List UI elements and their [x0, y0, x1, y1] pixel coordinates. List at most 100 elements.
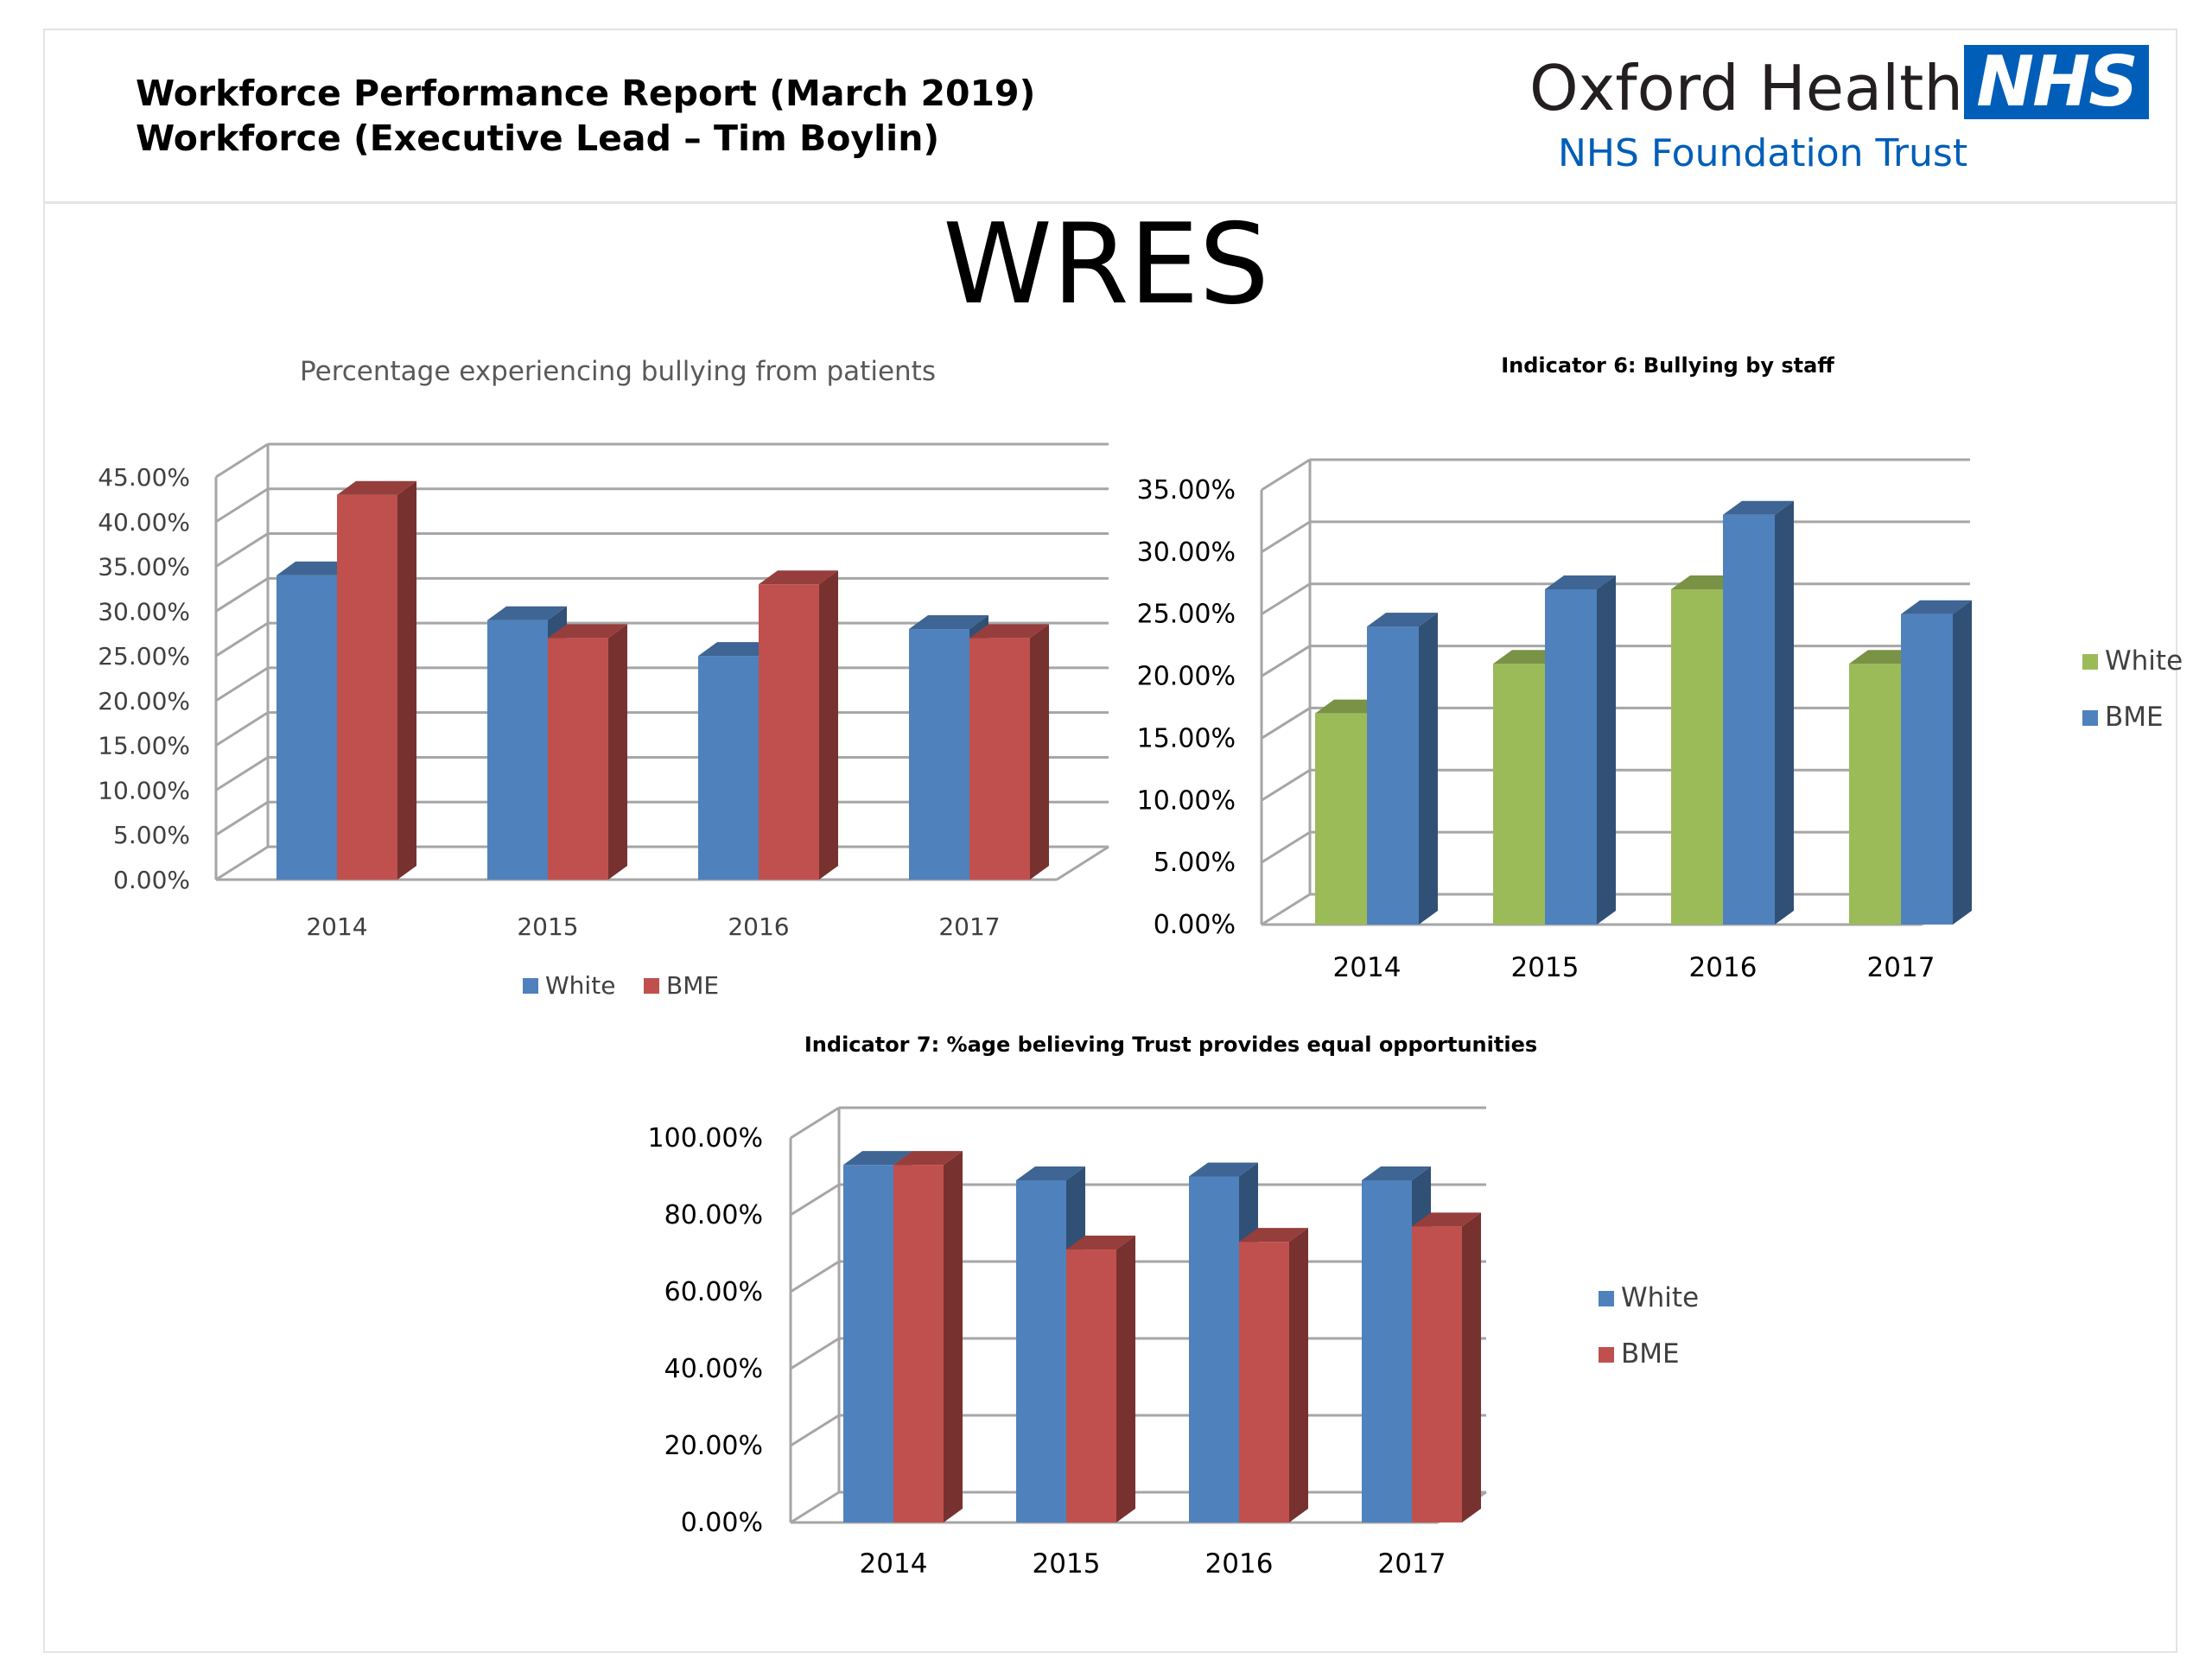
logo-org-name: Oxford Health [1529, 52, 1964, 124]
bar-front [698, 656, 759, 880]
report-title: Workforce Performance Report (March 2019… [136, 71, 1035, 161]
y-tick-label: 0.00% [1154, 910, 1236, 940]
bar-front [337, 494, 397, 880]
y-tick-label: 15.00% [98, 732, 190, 760]
bar-front [1066, 1249, 1116, 1522]
gridline-diagonal [215, 666, 269, 702]
logo-subtitle: NHS Foundation Trust [1558, 131, 1968, 175]
gridline-diagonal [790, 1183, 840, 1217]
bar-side [1116, 1236, 1135, 1522]
gridline-diagonal [215, 442, 269, 479]
bar-side [1597, 575, 1616, 925]
y-tick-label: 80.00% [664, 1200, 763, 1230]
gridline-diagonal [215, 577, 269, 613]
y-tick-label: 100.00% [648, 1123, 763, 1154]
chart-title: Indicator 7: %age believing Trust provid… [804, 1033, 1537, 1057]
gridline-diagonal [790, 1260, 840, 1294]
bar-top [1367, 613, 1438, 627]
report-title-line-1: Workforce Performance Report (March 2019… [136, 73, 1036, 114]
legend: White BME [1599, 1282, 1699, 1370]
chart-1: Percentage experiencing bullying from pa… [98, 356, 1109, 1000]
bar-front [1362, 1179, 1412, 1522]
bar-top [969, 624, 1049, 639]
legend-swatch-bme [2082, 710, 2098, 726]
legend-swatch-white [523, 978, 538, 994]
bar-bme-2016 [759, 570, 838, 880]
bar-front [548, 638, 608, 880]
x-tick-label: 2016 [728, 912, 789, 941]
floor-edge [790, 1491, 840, 1524]
bar-top [276, 561, 356, 575]
bar-side [1030, 624, 1049, 880]
bar-front [843, 1165, 893, 1522]
gridline-diagonal [1261, 769, 1311, 802]
legend-label-white: White [1621, 1282, 1699, 1313]
gridline-diagonal [215, 711, 269, 747]
legend: White BME [523, 971, 719, 1000]
bar-top [1412, 1212, 1481, 1227]
legend-label-bme: BME [666, 971, 719, 1000]
bar-top [1189, 1162, 1258, 1177]
gridline-diagonal [215, 487, 269, 524]
bar-top [893, 1151, 963, 1166]
bar-top [698, 642, 778, 657]
bar-bme-2015 [1066, 1236, 1135, 1522]
bar-top [909, 615, 988, 630]
bar-front [1849, 664, 1901, 925]
bar-front [893, 1165, 944, 1522]
chart-2: Indicator 6: Bullying by staff 0.00% 5.00%… [1137, 353, 2183, 983]
bar-front [1723, 514, 1775, 925]
bar-side [819, 570, 838, 880]
bar-front [1239, 1242, 1289, 1522]
y-tick-label: 35.00% [98, 553, 190, 582]
y-tick-label: 60.00% [664, 1277, 763, 1307]
gridline-diagonal [215, 621, 269, 658]
x-tick-label: 2017 [938, 912, 1000, 941]
bar-bme-2017 [969, 624, 1049, 880]
legend-label-bme: BME [1621, 1338, 1680, 1370]
bar-top [759, 570, 838, 585]
bar-front [1493, 664, 1545, 925]
bar-top [1066, 1236, 1135, 1250]
bar-front [1545, 588, 1597, 925]
bar-side [397, 480, 416, 880]
x-tick-label: 2015 [1511, 952, 1580, 983]
legend-swatch-white [1599, 1291, 1614, 1306]
y-tick-label: 0.00% [681, 1508, 763, 1538]
y-tick-label: 15.00% [1137, 723, 1236, 753]
y-tick-label: 5.00% [1154, 848, 1236, 878]
x-tick-label: 2014 [306, 912, 367, 941]
y-tick-label: 20.00% [1137, 662, 1236, 692]
bar-front [969, 638, 1030, 880]
y-tick-label: 30.00% [98, 597, 190, 626]
bar-top [1545, 575, 1616, 589]
y-tick-label: 40.00% [664, 1354, 763, 1384]
bar-front [759, 584, 819, 880]
bar-top [843, 1151, 912, 1166]
bar-front [1315, 713, 1367, 925]
bar-top [1016, 1166, 1085, 1180]
bar-front [276, 575, 337, 880]
bar-bme-2016 [1239, 1228, 1308, 1522]
y-tick-label: 20.00% [664, 1431, 763, 1461]
bar-bme-2015 [1545, 575, 1616, 925]
y-tick-label: 25.00% [98, 642, 190, 671]
bar-bme-2016 [1723, 500, 1794, 925]
legend-label-white: White [545, 971, 615, 1000]
bar-bme-2014 [337, 480, 416, 880]
bar-top [1901, 600, 1972, 614]
gridline-diagonal [790, 1414, 840, 1447]
page-frame [43, 29, 2177, 1653]
bar-front [1412, 1226, 1462, 1522]
gridline-diagonal [1261, 645, 1311, 677]
x-tick-label: 2014 [860, 1548, 928, 1580]
bar-front [909, 629, 969, 880]
x-tick-label: 2015 [1033, 1548, 1101, 1580]
y-tick-label: 40.00% [98, 508, 190, 537]
x-tick-label: 2017 [1378, 1548, 1446, 1580]
gridline-diagonal [1261, 707, 1311, 740]
bar-front [1016, 1179, 1066, 1522]
x-tick-label: 2016 [1205, 1548, 1274, 1580]
y-tick-label: 45.00% [98, 463, 190, 492]
